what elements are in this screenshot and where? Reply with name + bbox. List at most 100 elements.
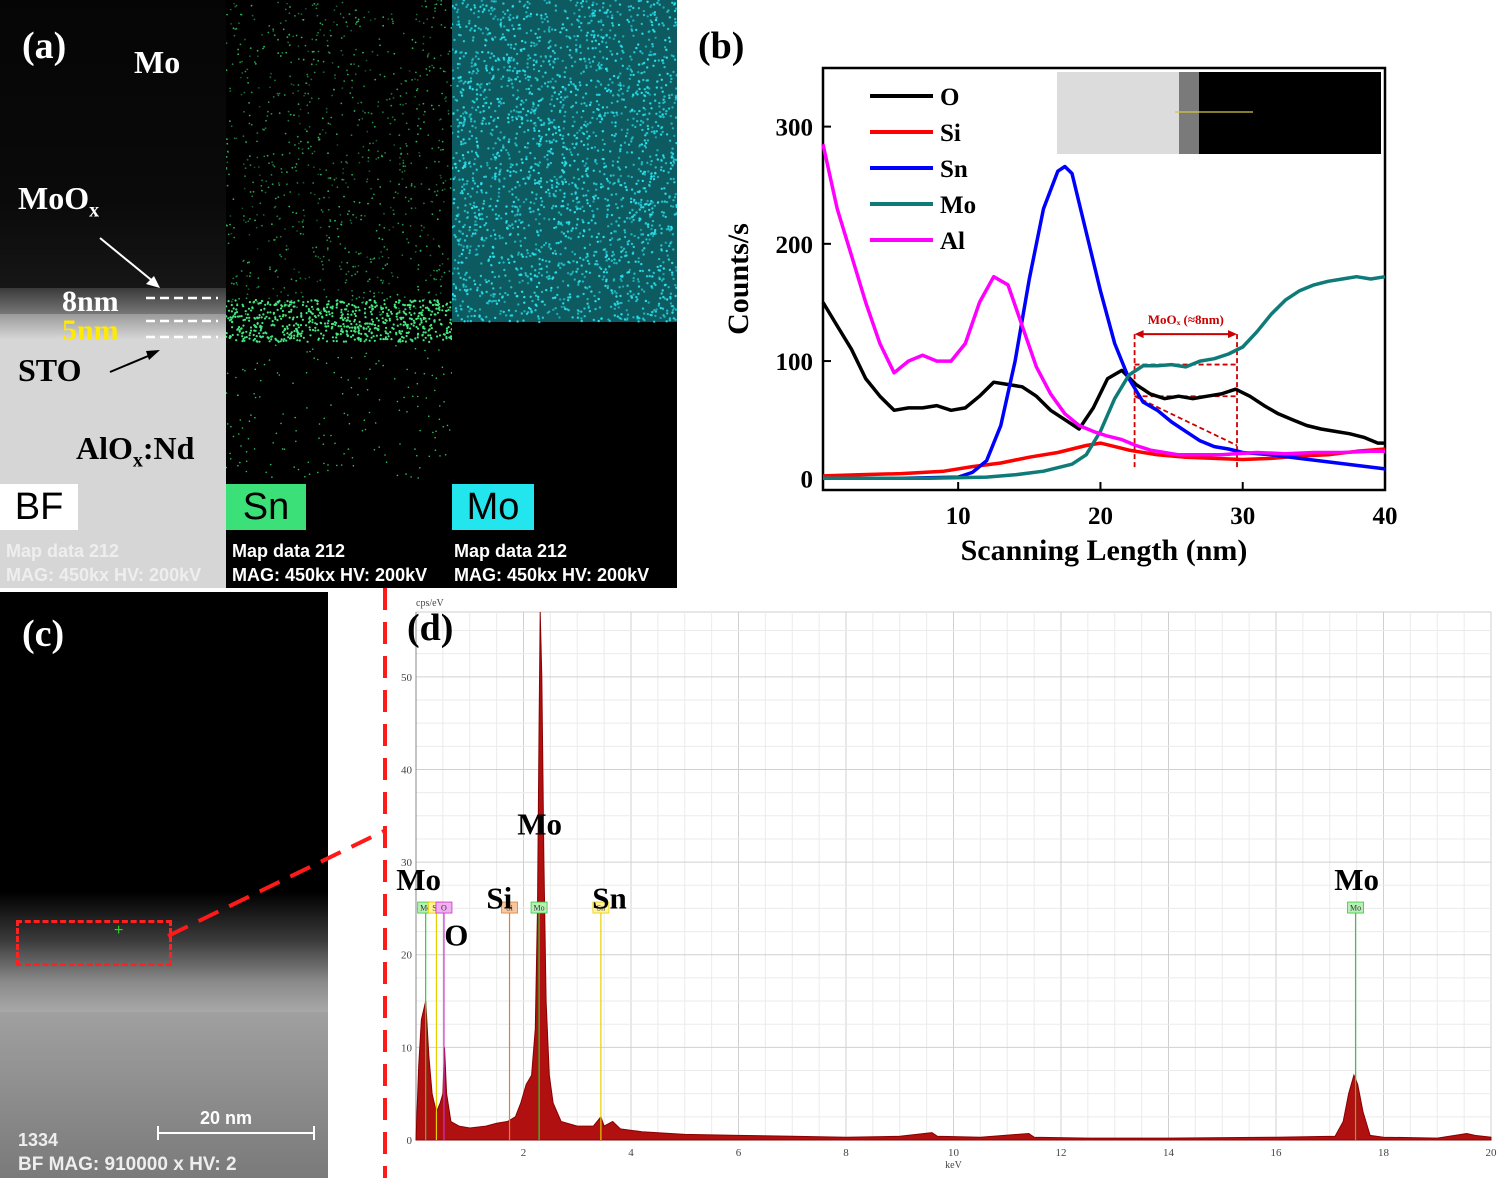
- sn-map-dots: [226, 0, 452, 479]
- x-tick-label: 10: [948, 1147, 960, 1159]
- bf-moox-layer: [0, 288, 226, 314]
- x-tick-label: 4: [628, 1147, 634, 1159]
- bf-tag: BF: [0, 484, 78, 530]
- series-line-al: [821, 143, 1385, 457]
- inset-light-region: [1057, 72, 1187, 154]
- y-tick-label: 20: [401, 950, 413, 962]
- sn-tag: Sn: [226, 484, 306, 530]
- bf-map-data: Map data 212: [6, 541, 120, 561]
- mo-map-mag: MAG: 450kx HV: 200kV: [454, 565, 650, 585]
- series-line-o: [821, 301, 1385, 445]
- y-tick-label: 40: [401, 764, 413, 776]
- bf-alox-sub: x: [132, 449, 143, 472]
- y-tick-label: 300: [776, 115, 814, 142]
- bf-map-mag: MAG: 450kx HV: 200kV: [6, 565, 202, 585]
- element-label-mo: Mo: [396, 862, 441, 897]
- series-line-mo: [823, 274, 1386, 481]
- bf-sto-label: STO: [18, 352, 82, 388]
- annotation-text: MoOₓ (≈8nm): [1148, 312, 1224, 327]
- legend-label-o: O: [940, 84, 959, 111]
- annotation-slope: [1134, 395, 1238, 447]
- inset-interface: [1179, 72, 1199, 154]
- c-selection-box: [16, 920, 172, 966]
- x-tick-label: 14: [1163, 1147, 1175, 1159]
- x-tick-label: 12: [1056, 1147, 1067, 1159]
- element-label-o: O: [444, 917, 468, 952]
- x-tick-label: 20: [1088, 503, 1113, 530]
- c-scale-tick-right: [313, 1126, 315, 1140]
- x-axis-label: Scanning Length (nm): [961, 534, 1248, 567]
- spectrum-area: [415, 611, 1492, 1141]
- y-tick-label: 0: [801, 466, 814, 493]
- peak-tag-mo: Mo: [534, 904, 545, 913]
- bf-alox-label: AlOx:Nd: [76, 430, 194, 472]
- c-scale-tick-left: [157, 1126, 159, 1140]
- y-tick-label: 50: [401, 672, 413, 684]
- x-tick-label: 2: [521, 1147, 527, 1159]
- bf-alox-main: AlO: [76, 430, 133, 466]
- mo-map-dots: [452, 0, 677, 324]
- bf-sto-layer: [0, 314, 226, 340]
- panel-d-label: (d): [407, 607, 453, 649]
- y-axis-label: Counts/s: [722, 223, 755, 335]
- legend-label-al: Al: [940, 228, 965, 255]
- y-tick-label: 30: [401, 857, 413, 869]
- legend-label-sn: Sn: [940, 156, 968, 183]
- element-label-sn: Sn: [592, 880, 626, 915]
- panel-b-chart: 10 20 30 40 0 100 200 300 Scanning Length (nm) Co…: [698, 25, 1398, 567]
- bf-mo-layer: [0, 0, 226, 288]
- legend-label-si: Si: [940, 120, 961, 147]
- peak-tag-mo: Mo: [420, 904, 431, 913]
- peak-tag-si: Si: [506, 904, 513, 913]
- bf-moox-label: MoOx: [18, 180, 99, 222]
- element-label-si: Si: [486, 880, 512, 915]
- peak-tag-box-mo: [530, 901, 548, 914]
- c-scale-text: 20 nm: [200, 1108, 253, 1128]
- peak-tag-sn: Sn: [597, 904, 605, 913]
- x-tick-label: 16: [1271, 1147, 1283, 1159]
- c-film: [0, 892, 328, 1012]
- bf-thickness-8nm: 8nm: [62, 285, 119, 318]
- sn-map: Sn Map data 212 MAG: 450kx HV: 200kV: [226, 0, 452, 588]
- c-probe-marker: +: [114, 922, 124, 939]
- panel-b-label: (b): [698, 25, 744, 67]
- x-tick-label: 40: [1373, 503, 1398, 530]
- peak-tag-mo: Mo: [1350, 904, 1361, 913]
- c-footer: BF MAG: 910000 x HV: 2: [18, 1154, 237, 1175]
- element-label-mo: Mo: [1334, 862, 1379, 897]
- sn-map-data: Map data 212: [232, 541, 346, 561]
- legend-label-mo: Mo: [940, 192, 976, 219]
- panel-a-label: (a): [22, 25, 67, 67]
- mo-map-data: Map data 212: [454, 541, 568, 561]
- x-tick-label: 18: [1378, 1147, 1390, 1159]
- panel-a: Mo MoOx 8nm 5nm STO AlOx:Nd BF Map data …: [0, 0, 677, 588]
- bf-annotation-lines: [99, 237, 218, 373]
- x-tick-label: 6: [736, 1147, 742, 1159]
- peak-tag-box-o: [435, 901, 453, 914]
- x-tick-label: 30: [1230, 503, 1255, 530]
- c-to-d-connector: [167, 588, 387, 1178]
- bf-moox-main: MoO: [18, 180, 90, 216]
- bf-alox-layer: [0, 340, 226, 588]
- y-tick-label: 100: [776, 349, 814, 376]
- c-substrate: [0, 1012, 328, 1178]
- annotation-arrowhead-left: [1134, 330, 1144, 339]
- bf-mo-label: Mo: [134, 44, 181, 80]
- panel-d-chart: 2 4 6 8 10 12 14 16 18 20 0 10 20 30 40 50 cps/eV keV Mo Sn…: [396, 598, 1498, 1171]
- bf-image: Mo MoOx 8nm 5nm STO AlOx:Nd BF Map data …: [0, 0, 226, 588]
- peak-tag-box-mo: [1347, 901, 1364, 914]
- bf-alox-tail: :Nd: [142, 430, 195, 466]
- mo-tag: Mo: [452, 484, 534, 530]
- bf-moox-sub: x: [89, 199, 100, 222]
- x-axis-unit: keV: [945, 1160, 962, 1171]
- peak-tag-box-sn: [592, 901, 610, 914]
- x-tick-label: 10: [946, 503, 971, 530]
- c-id: 1334: [18, 1130, 59, 1150]
- panel-c-label: (c): [22, 613, 65, 655]
- x-tick-label: 20: [1486, 1147, 1498, 1159]
- sn-map-mag: MAG: 450kx HV: 200kV: [232, 565, 428, 585]
- mo-map: Mo Map data 212 MAG: 450kx HV: 200kV: [452, 0, 677, 588]
- y-tick-label: 10: [401, 1042, 413, 1054]
- y-tick-label: 0: [407, 1135, 413, 1147]
- c-scale-bar: [158, 1132, 314, 1134]
